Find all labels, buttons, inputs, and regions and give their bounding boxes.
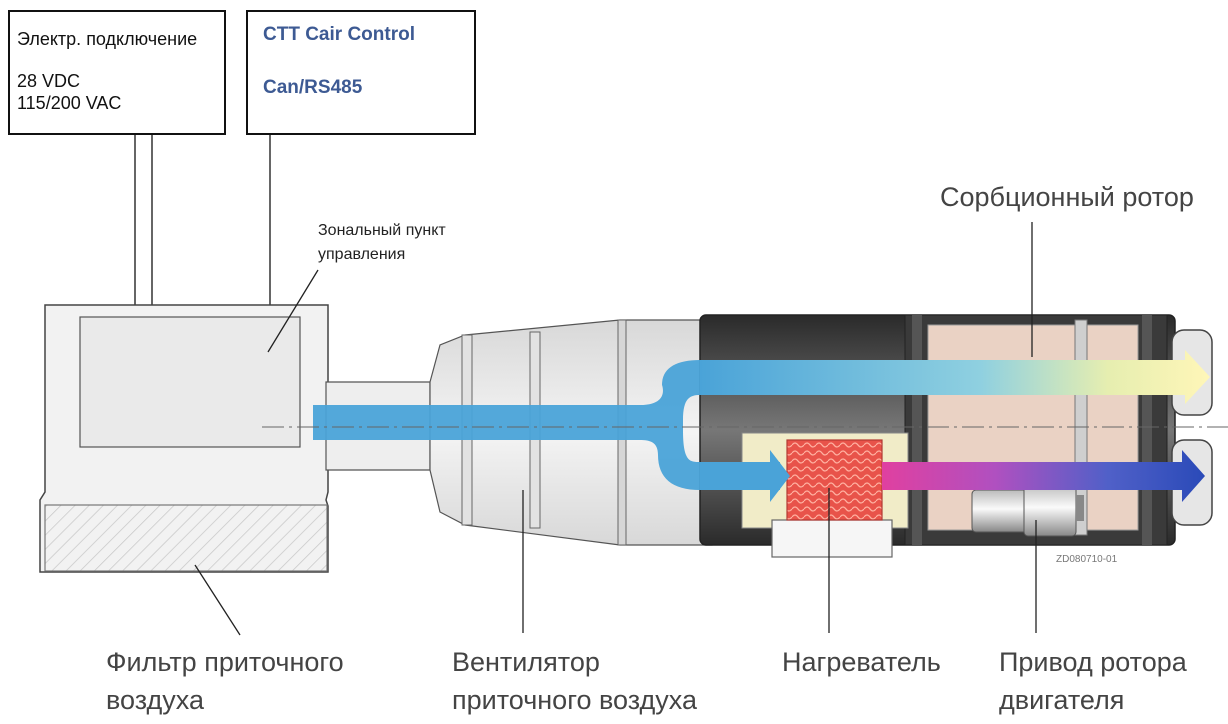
drive-label: Привод ротора двигателя: [999, 643, 1187, 719]
power-box-title: Электр. подключение: [17, 29, 198, 49]
callout-leaders: [194, 222, 1037, 636]
zone-label-line2: управления: [318, 246, 406, 263]
airflow-arrows: [313, 350, 1210, 502]
filter-label: Фильтр приточного воздуха: [106, 643, 344, 719]
filter-label-line2: воздуха: [106, 685, 205, 715]
dehumidifier-housing: [699, 314, 1176, 558]
power-box-dc: 28 VDC: [17, 71, 81, 91]
fan-label: Вентилятор приточного воздуха: [452, 643, 697, 719]
zone-label-line1: Зональный пункт: [318, 222, 446, 239]
heater: [786, 439, 883, 521]
drawing-code: ZD080710-01: [1056, 554, 1118, 565]
filter-label-line1: Фильтр приточного: [106, 647, 344, 677]
power-connection-box: Электр. подключение 28 VDC 115/200 VAC: [8, 10, 226, 135]
heater-label: Нагреватель: [782, 643, 941, 681]
rotor-drive-motor: [971, 483, 1084, 537]
heater-label-text: Нагреватель: [782, 647, 941, 677]
rotor-label: Сорбционный ротор: [940, 178, 1194, 216]
power-cable: [134, 134, 153, 305]
drive-label-line2: двигателя: [999, 685, 1125, 715]
control-box-title: CTT Cair Control: [263, 24, 415, 45]
rotor-label-text: Сорбционный ротор: [940, 182, 1194, 212]
air-filter: [44, 504, 328, 572]
fan-label-line2: приточного воздуха: [452, 685, 697, 715]
drive-label-line1: Привод ротора: [999, 647, 1187, 677]
fan-label-line1: Вентилятор: [452, 647, 600, 677]
zone-control-label: Зональный пункт управления: [318, 219, 446, 267]
power-box-ac: 115/200 VAC: [17, 93, 122, 113]
control-interface-box: CTT Cair Control Can/RS485: [246, 10, 476, 135]
control-box-bus: Can/RS485: [263, 77, 363, 98]
